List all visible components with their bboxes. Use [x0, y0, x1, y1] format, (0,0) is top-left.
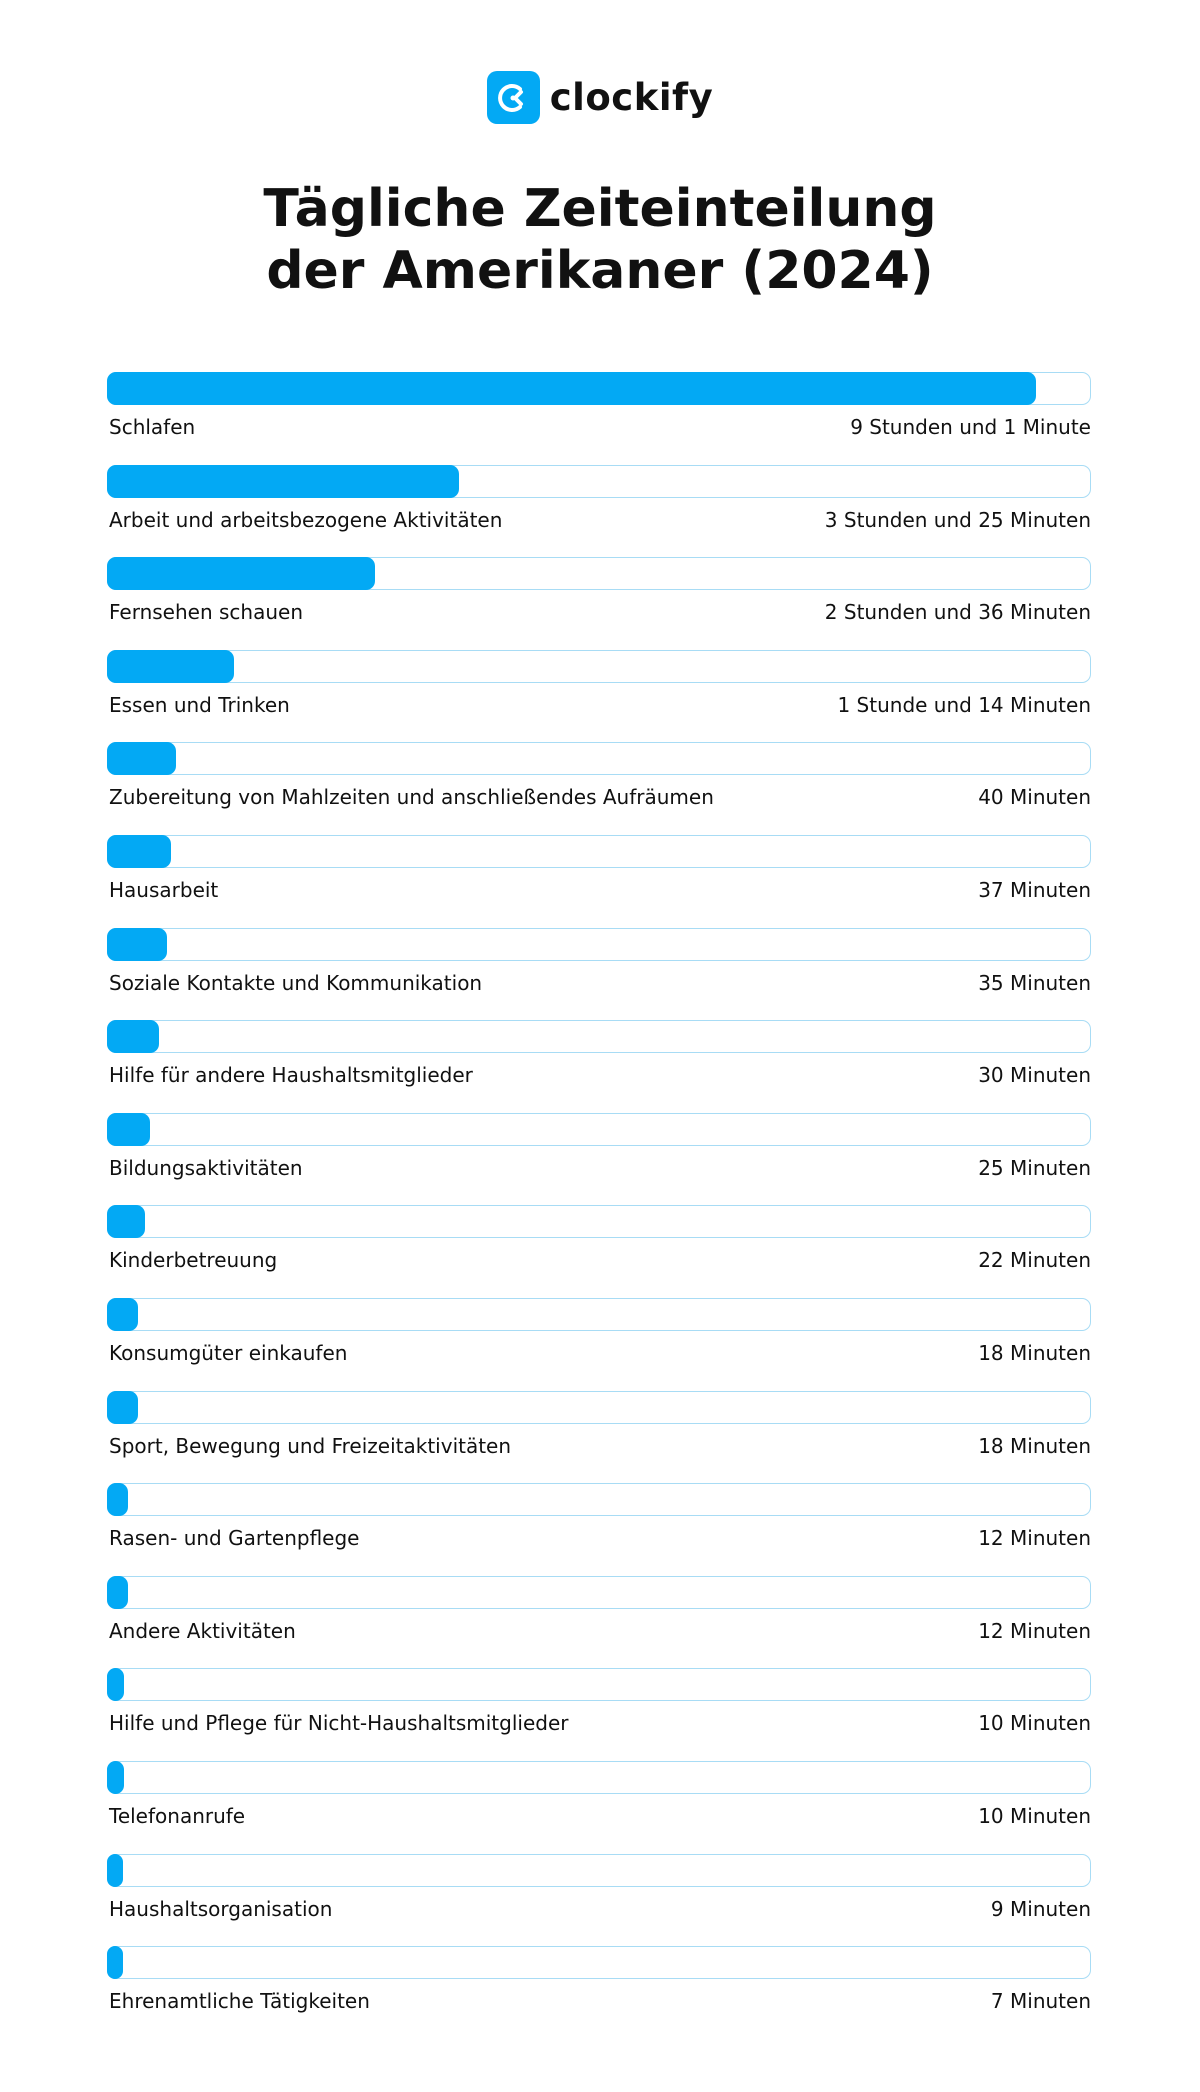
- bar-value-label: 10 Minuten: [978, 1803, 1091, 1828]
- bar-label: Konsumgüter einkaufen: [109, 1340, 348, 1365]
- bar: [107, 1390, 138, 1424]
- bar-track: [107, 742, 1091, 776]
- bar: [107, 1205, 145, 1239]
- bar-label: Fernsehen schauen: [109, 600, 304, 625]
- bar-track: [107, 1112, 1091, 1146]
- bar-value-label: 1 Stunde und 14 Minuten: [837, 692, 1091, 717]
- bar-label: Hilfe für andere Haushaltsmitglieder: [109, 1063, 473, 1088]
- bar-track: [107, 927, 1091, 961]
- bar-track: [107, 834, 1091, 868]
- bar: [107, 1297, 138, 1331]
- bar-row: Hausarbeit 37 Minuten: [107, 834, 1091, 928]
- bar-value-label: 18 Minuten: [978, 1433, 1091, 1458]
- bar-track: [107, 1390, 1091, 1424]
- bar: [107, 557, 375, 591]
- bar-label: Hilfe und Pflege für Nicht-Haushaltsmitg…: [109, 1711, 569, 1736]
- bar-label: Sport, Bewegung und Freizeitaktivitäten: [109, 1433, 512, 1458]
- bar-label: Andere Aktivitäten: [109, 1618, 296, 1643]
- bar-track: [107, 1297, 1091, 1331]
- bar-row: Fernsehen schauen 2 Stunden und 36 Minute…: [107, 557, 1091, 650]
- bar-value-label: 18 Minuten: [978, 1340, 1091, 1365]
- bar-value-label: 9 Stunden und 1 Minute: [850, 415, 1091, 439]
- bar-value-label: 37 Minuten: [978, 877, 1091, 902]
- bar-row: Bildungsaktivitäten 25 Minuten: [107, 1112, 1091, 1206]
- bar-label: Telefonanrufe: [109, 1803, 246, 1828]
- bar-track: [107, 1760, 1091, 1794]
- bar-track: [107, 1668, 1091, 1702]
- bar: [107, 1853, 123, 1887]
- bar-label: Schlafen: [109, 415, 196, 439]
- bar-row: Konsumgüter einkaufen 18 Minuten: [107, 1297, 1091, 1391]
- bar-value-label: 40 Minuten: [978, 785, 1091, 810]
- bar-label: Hausarbeit: [109, 877, 219, 902]
- bar-row: Arbeit und arbeitsbezogene Aktivitäten 3 …: [107, 464, 1091, 558]
- bar: [107, 927, 168, 961]
- bar-track: [107, 1205, 1091, 1239]
- bar: [107, 742, 176, 776]
- bar-label: Haushaltsorganisation: [109, 1896, 333, 1921]
- bar-value-label: 30 Minuten: [978, 1063, 1091, 1088]
- bar: [107, 1668, 125, 1702]
- bar-row: Haushaltsorganisation 9 Minuten: [107, 1853, 1091, 1947]
- bar-row: Schlafen 9 Stunden und 1 Minute: [107, 372, 1091, 465]
- bar-value-label: 10 Minuten: [978, 1711, 1091, 1736]
- bar-track: [107, 1946, 1091, 1980]
- bar-value-label: 35 Minuten: [978, 970, 1091, 995]
- bar-row: Rasen- und Gartenpflege 12 Minuten: [107, 1483, 1091, 1576]
- bar-label: Soziale Kontakte und Kommunikation: [109, 970, 483, 995]
- bar-label: Zubereitung von Mahlzeiten und anschließ…: [109, 785, 714, 810]
- bar: [107, 834, 171, 868]
- bar-row: Kinderbetreuung 22 Minuten: [107, 1205, 1091, 1298]
- brand-name: clockify: [549, 76, 714, 119]
- bar-label: Arbeit und arbeitsbezogene Aktivitäten: [109, 507, 503, 532]
- bar: [107, 1760, 125, 1794]
- bar-value-label: 2 Stunden und 36 Minuten: [824, 600, 1091, 625]
- chart-title: Tägliche Zeiteinteilung der Amerikaner (…: [263, 179, 937, 301]
- bar: [107, 464, 460, 498]
- bar-track: [107, 1575, 1091, 1609]
- bar-row: Soziale Kontakte und Kommunikation 35 Min…: [107, 927, 1091, 1021]
- bar-row: Ehrenamtliche Tätigkeiten 7 Minuten: [107, 1946, 1091, 2039]
- bar-label: Kinderbetreuung: [109, 1248, 278, 1273]
- bar-track: [107, 1483, 1091, 1517]
- bar: [107, 1020, 159, 1054]
- bar-row: Hilfe für andere Haushaltsmitglieder 30 M…: [107, 1020, 1091, 1113]
- bar-label: Bildungsaktivitäten: [109, 1155, 303, 1180]
- bar-value-label: 3 Stunden und 25 Minuten: [824, 507, 1091, 532]
- bar-value-label: 22 Minuten: [978, 1248, 1091, 1273]
- bar: [107, 649, 235, 683]
- bar-value-label: 9 Minuten: [990, 1896, 1091, 1921]
- bar-row: Hilfe und Pflege für Nicht-Haushaltsmitg…: [107, 1668, 1091, 1761]
- bar-track: [107, 1020, 1091, 1054]
- bar-label: Essen und Trinken: [109, 692, 290, 717]
- bar-track: [107, 1853, 1091, 1887]
- bar-row: Andere Aktivitäten 12 Minuten: [107, 1575, 1091, 1669]
- bar-value-label: 7 Minuten: [990, 1989, 1091, 2014]
- bar-row: Zubereitung von Mahlzeiten und anschließ…: [107, 742, 1091, 835]
- bar-label: Ehrenamtliche Tätigkeiten: [109, 1989, 370, 2014]
- bar: [107, 1946, 123, 1980]
- bar-row: Essen und Trinken 1 Stunde und 14 Minuten: [107, 649, 1091, 743]
- bar-chart: Schlafen 9 Stunden und 1 Minute Arbeit und…: [107, 372, 1091, 2039]
- bar-value-label: 12 Minuten: [978, 1526, 1091, 1551]
- bar-value-label: 25 Minuten: [978, 1155, 1091, 1180]
- bar-value-label: 12 Minuten: [978, 1618, 1091, 1643]
- clockify-logo: clockify: [0, 71, 1200, 124]
- bar: [107, 372, 1037, 405]
- bar: [107, 1575, 128, 1609]
- bar-row: Telefonanrufe 10 Minuten: [107, 1760, 1091, 1854]
- bar: [107, 1483, 128, 1517]
- bar-label: Rasen- und Gartenpflege: [109, 1526, 360, 1551]
- bar-track: [107, 649, 1091, 683]
- clockify-logo-icon: [486, 71, 540, 124]
- bar-row: Sport, Bewegung und Freizeitaktivitäten 1…: [107, 1390, 1091, 1484]
- bar: [107, 1112, 150, 1146]
